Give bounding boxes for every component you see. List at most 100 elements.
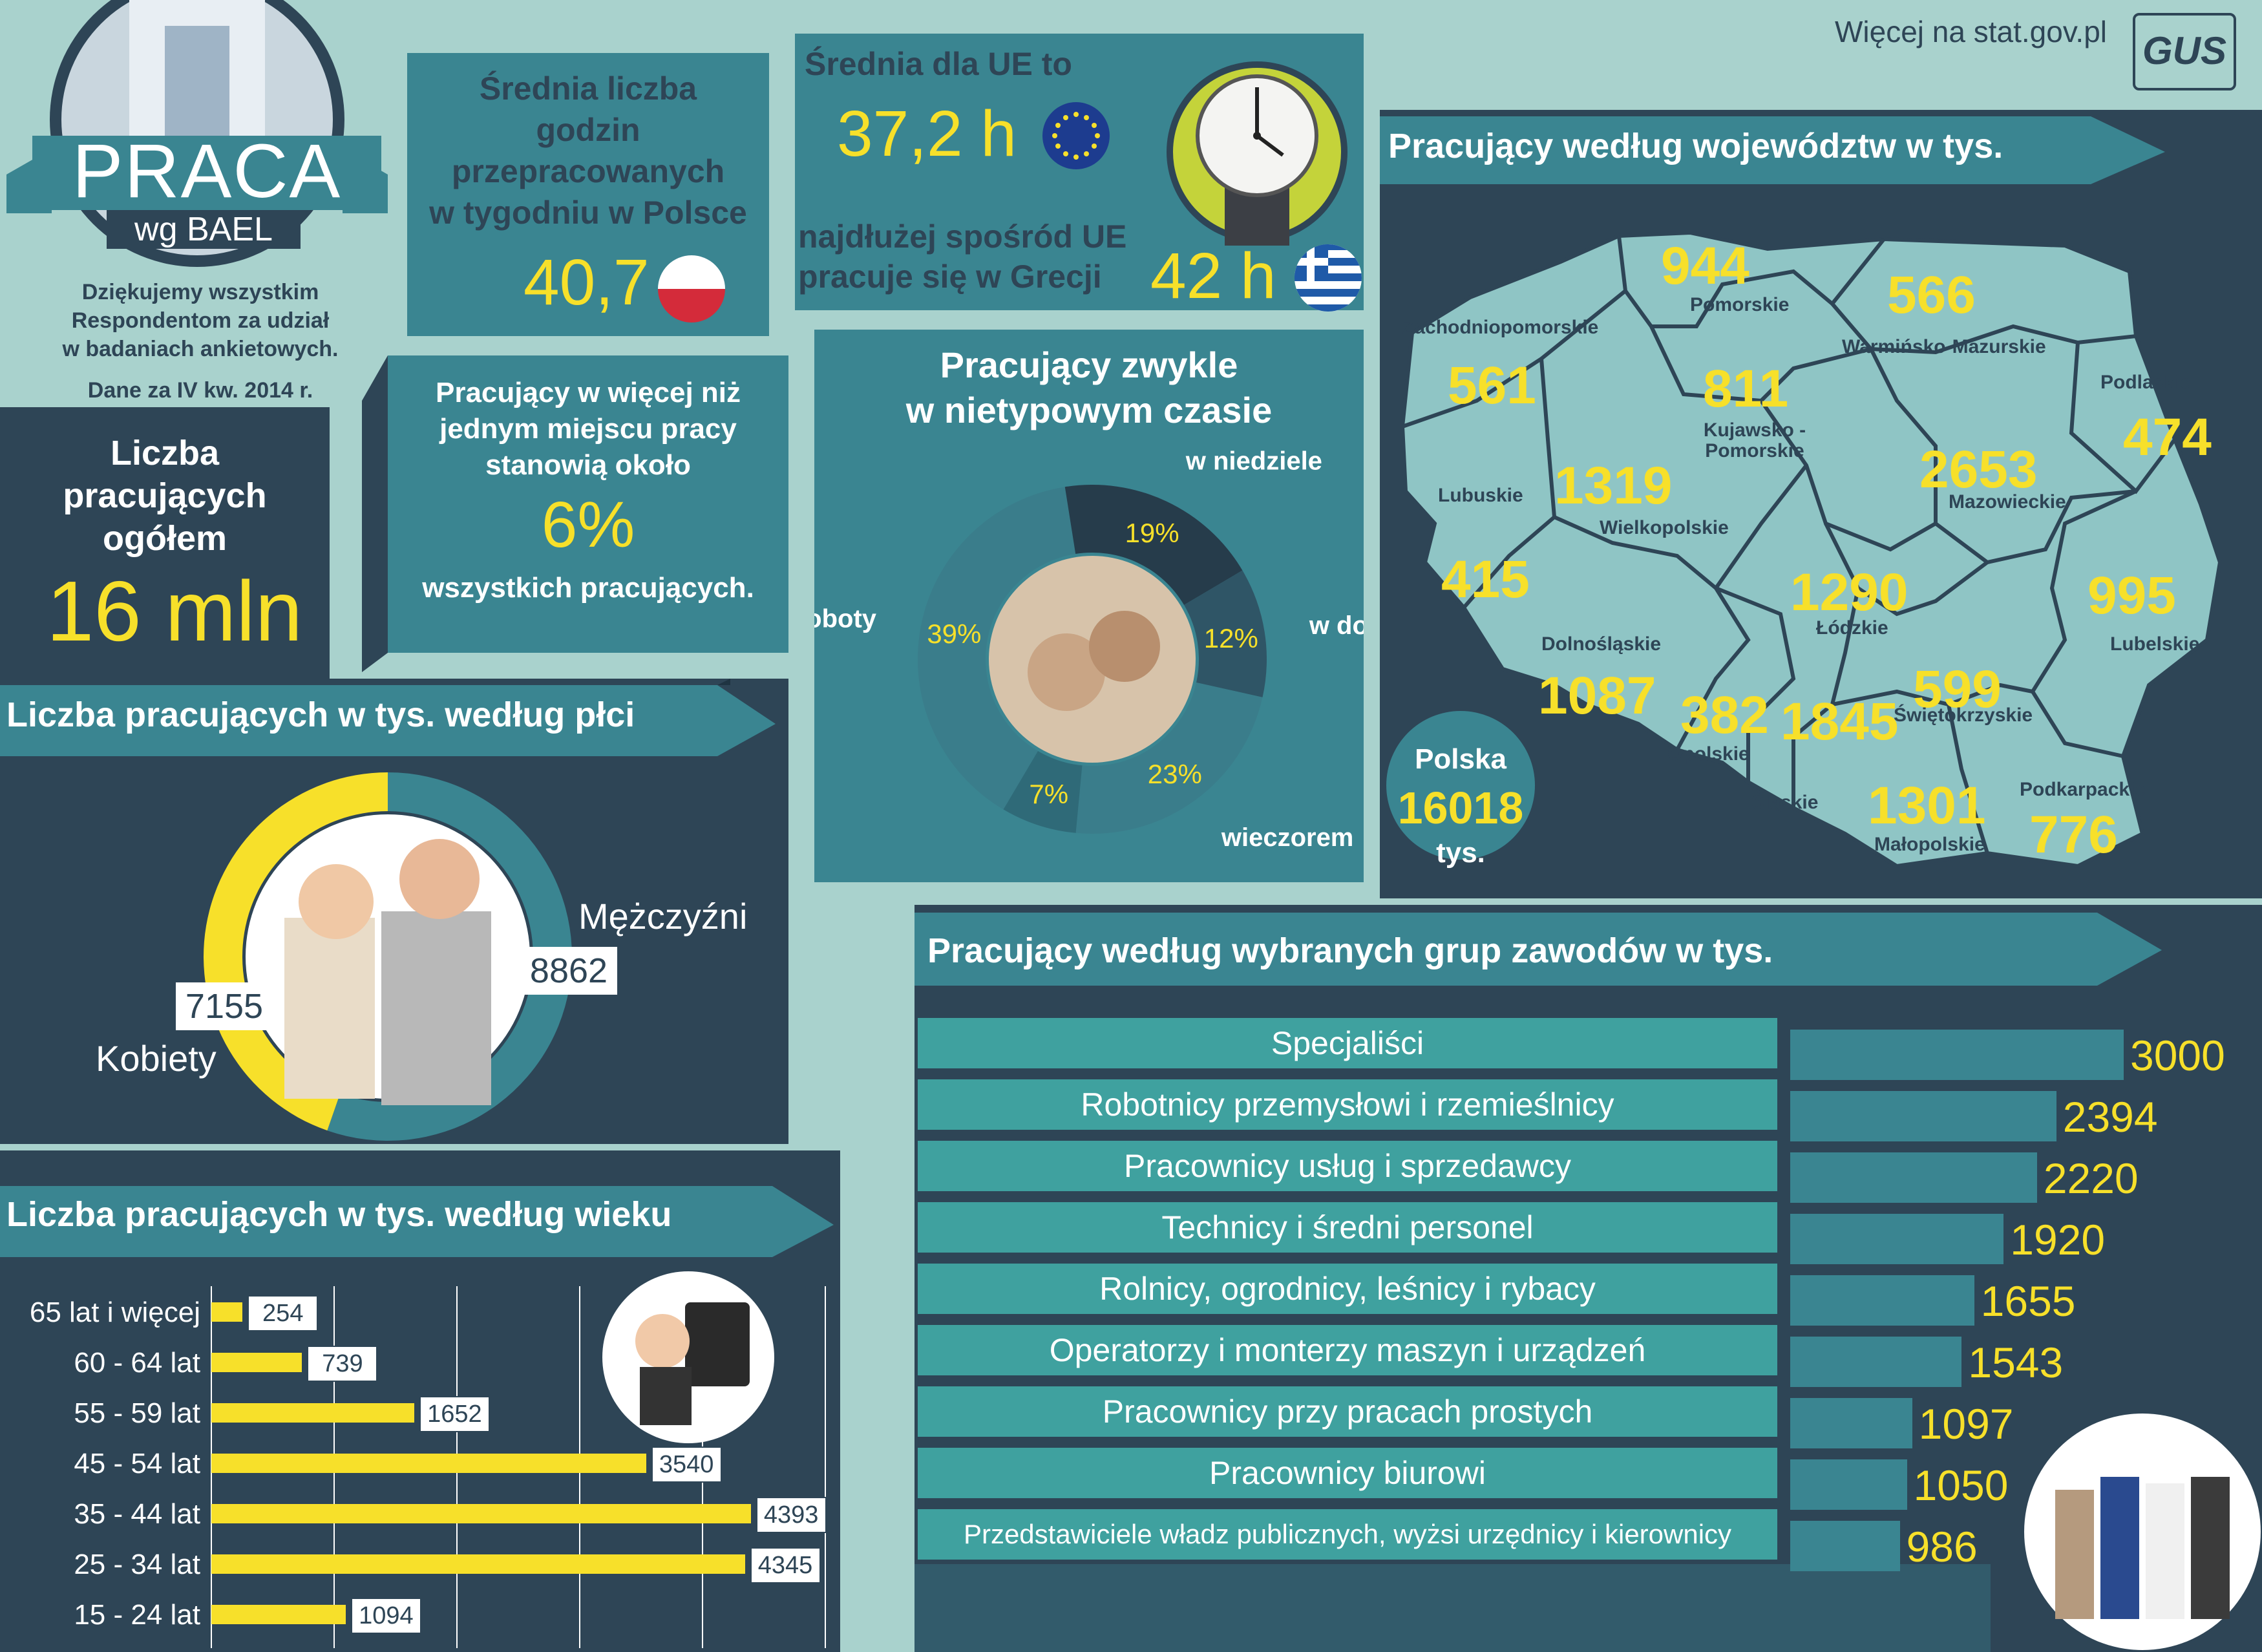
occupation-value: 986 <box>1906 1523 1978 1571</box>
greece-label: najdłużej spośród UE pracuje się w Grecj… <box>798 217 1126 297</box>
region-name: Lubuskie <box>1438 485 1523 506</box>
occupation-bar <box>1790 1214 2004 1264</box>
hours-label-1: Średnia liczba <box>479 70 697 107</box>
region-value: 566 <box>1887 266 1976 324</box>
total-label-3: ogółem <box>102 519 227 558</box>
eu-value: 37,2 h <box>837 98 1017 170</box>
total-value: 16 mln <box>46 564 303 659</box>
age-category-label: 60 - 64 lat <box>74 1347 200 1379</box>
donut-slice-2 <box>1184 570 1267 697</box>
donut-slice-1 <box>1064 485 1243 606</box>
poland-total-unit: tys. <box>1436 837 1485 869</box>
age-category-label: 45 - 54 lat <box>74 1448 200 1479</box>
donut-slice-4 <box>1003 751 1083 833</box>
donut-category-label: w niedziele <box>1185 447 1322 475</box>
hours-poland-value: 40,7 <box>523 246 650 319</box>
total-label: Liczba pracujących ogółem <box>0 432 330 560</box>
clock-photo <box>1167 61 1348 246</box>
men-value: 8862 <box>520 947 617 995</box>
donut-slice-3 <box>1075 682 1263 834</box>
app-subtitle: wg BAEL <box>134 211 273 248</box>
region-value: 474 <box>2123 408 2212 467</box>
occupations-title: Pracujący według wybranych grup zawodów … <box>927 931 1773 970</box>
donut-slice-0 <box>918 487 1076 810</box>
age-value-label: 3540 <box>651 1446 722 1483</box>
region-name: Łódzkie <box>1816 617 1888 639</box>
thanks-line-2: Respondentom za udział <box>71 308 330 333</box>
region-name: Podkarpackie <box>2020 779 2146 800</box>
eu-label: Średnia dla UE to <box>805 46 1072 82</box>
occupation-bar <box>1790 1398 1912 1448</box>
region-name: Lubelskie <box>2110 633 2200 655</box>
multi-job-label: Pracujący w więcej niż jednym miejscu pr… <box>388 375 788 483</box>
occupation-value: 1097 <box>1918 1400 2014 1448</box>
region-value: 2653 <box>1919 440 2038 499</box>
age-title: Liczba pracujących w tys. według wieku <box>6 1195 672 1234</box>
region-value: 776 <box>2029 805 2118 864</box>
multi-job-suffix: wszystkich pracujących. <box>422 572 754 604</box>
region-value: 599 <box>1913 660 2002 719</box>
age-bar <box>211 1403 414 1423</box>
age-category-label: 55 - 59 lat <box>74 1397 200 1429</box>
occupation-bar <box>1790 1521 1900 1571</box>
donut-value-label: 19% <box>1125 518 1179 548</box>
greece-value: 42 h <box>1150 240 1276 312</box>
hours-label: Średnia liczba godzin przepracowanych w … <box>407 68 769 233</box>
thanks-text: Dziękujemy wszystkim Respondentom za udz… <box>19 278 381 363</box>
donut-category-label: wieczorem <box>1221 823 1354 852</box>
occupation-value: 1543 <box>1968 1339 2064 1386</box>
gender-title: Liczba pracujących w tys. według płci <box>6 695 635 734</box>
occupation-label: Specjaliści <box>918 1018 1777 1068</box>
region-value: 811 <box>1703 359 1789 418</box>
total-label-1: Liczba <box>110 434 220 472</box>
region-name: Mazowieckie <box>1949 491 2066 513</box>
region-value: 1845 <box>1781 692 1899 751</box>
occupation-label: Przedstawiciele władz publicznych, wyżsi… <box>918 1509 1777 1560</box>
occupation-value: 2394 <box>2062 1093 2158 1141</box>
region-value: 944 <box>1661 237 1749 295</box>
map-title: Pracujący według województw w tys. <box>1388 127 2003 165</box>
region-value: 1319 <box>1554 456 1673 515</box>
age-category-label: 65 lat i więcej <box>29 1297 200 1328</box>
region-name: Pomorskie <box>1690 294 1790 315</box>
age-category-label: 25 - 34 lat <box>74 1549 200 1580</box>
age-value-label: 1652 <box>419 1396 490 1432</box>
donut-value-label: 12% <box>1204 623 1258 653</box>
multi-job-label-1: Pracujący w więcej niż <box>435 377 741 408</box>
thanks-line-3: w badaniach ankietowych. <box>62 337 339 361</box>
occupation-label: Rolnicy, ogrodnicy, leśnicy i rybacy <box>918 1264 1777 1314</box>
gus-logo-text: GUS <box>2142 29 2227 72</box>
age-value-label: 254 <box>248 1295 319 1331</box>
donut-category-label: w domu <box>1309 611 1364 640</box>
occupation-label: Pracownicy przy pracach prostych <box>918 1386 1777 1437</box>
workers-photo <box>2024 1414 2261 1650</box>
occupation-bar <box>1790 1152 2037 1203</box>
donut-value-label: 7% <box>1029 779 1068 809</box>
occupation-bar <box>1790 1030 2124 1080</box>
poland-map <box>1386 230 2223 869</box>
region-name: Podlaskie <box>2100 372 2192 393</box>
age-value-label: 1094 <box>350 1598 421 1634</box>
age-title-ribbon <box>0 1186 834 1257</box>
region-name: Wielkopolskie <box>1600 517 1729 538</box>
multi-job-label-2: jednym miejscu pracy <box>439 413 737 445</box>
multi-job-label-3: stanowią około <box>485 449 691 481</box>
age-category-label: 35 - 44 lat <box>74 1498 200 1530</box>
website-link[interactable]: Więcej na stat.gov.pl <box>1834 15 2107 48</box>
age-bar <box>211 1454 646 1473</box>
region-name: Warmińsko-Mazurskie <box>1842 336 2046 357</box>
gender-donut-chart <box>203 772 572 1141</box>
occupation-value: 2220 <box>2043 1154 2139 1202</box>
donut-category-label: w soboty <box>814 604 877 633</box>
region-value: 561 <box>1448 356 1536 415</box>
greece-flag-icon <box>1295 244 1362 312</box>
age-bar <box>211 1353 302 1372</box>
region-name: Kujawsko -Pomorskie <box>1703 419 1806 461</box>
region-name: Świętokrzyskie <box>1894 704 2033 726</box>
atypical-donut-chart: 39% w soboty 19% w niedziele 12% w domu 23% wie… <box>814 447 1364 852</box>
age-bar <box>211 1554 745 1574</box>
women-value: 7155 <box>176 982 273 1030</box>
region-name: Śląskie <box>1751 792 1819 813</box>
atypical-title: Pracujący zwykle w nietypowym czasie <box>814 343 1364 433</box>
